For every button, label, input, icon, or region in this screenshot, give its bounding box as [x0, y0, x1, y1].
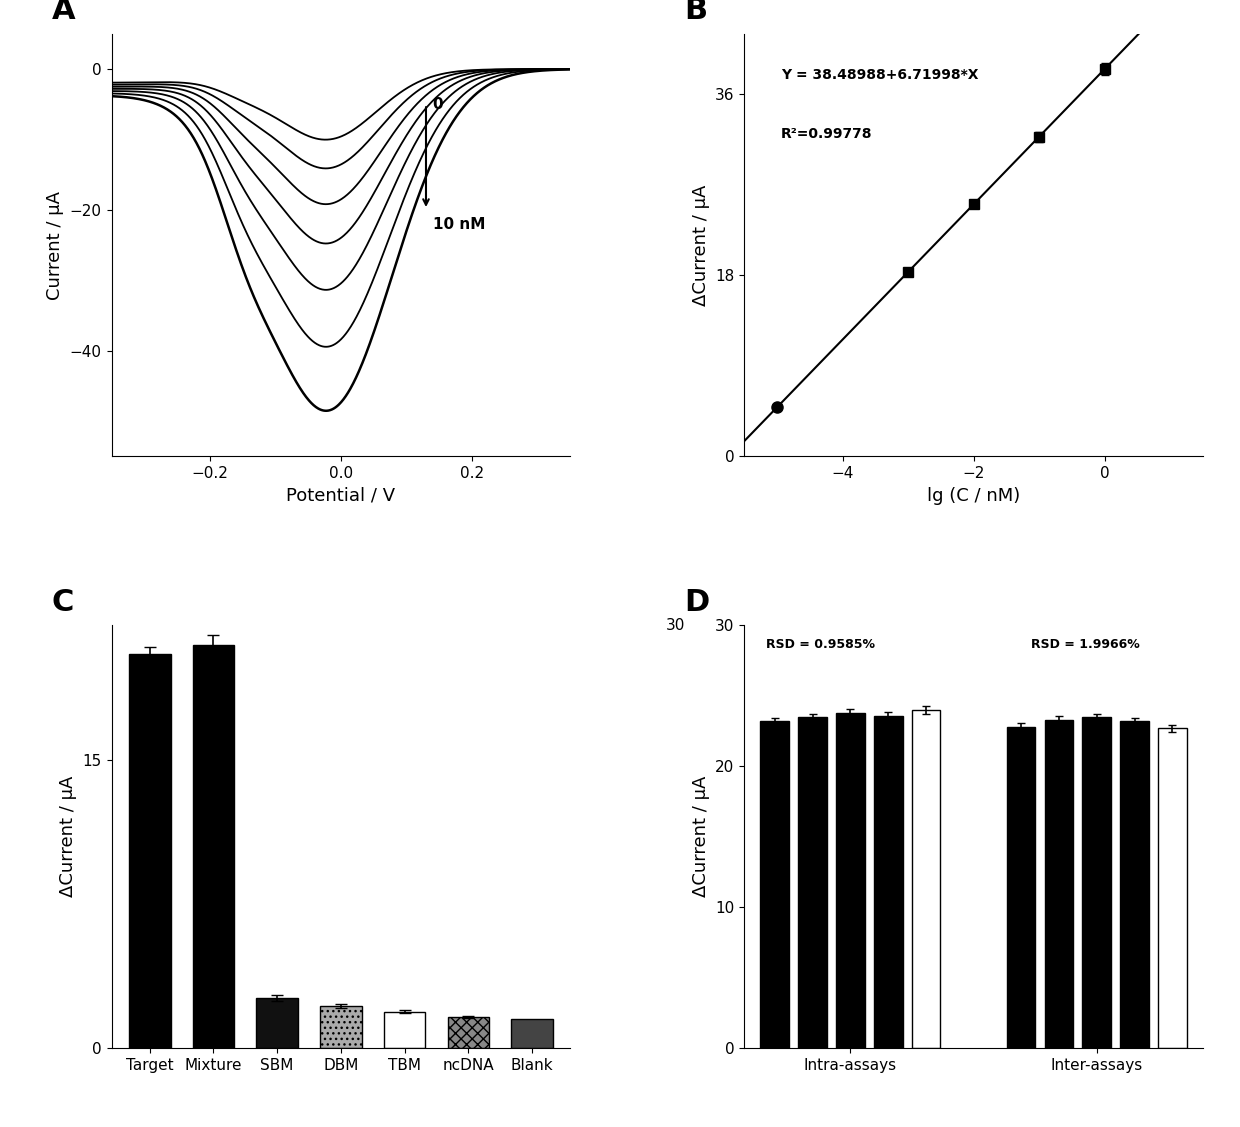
- Bar: [911, 710, 940, 1048]
- Y-axis label: ΔCurrent / μA: ΔCurrent / μA: [60, 777, 77, 897]
- Text: A: A: [52, 0, 76, 26]
- Y-axis label: Current / μA: Current / μA: [46, 190, 64, 300]
- Bar: [799, 717, 827, 1048]
- Bar: [129, 655, 171, 1048]
- Y-axis label: ΔCurrent / μA: ΔCurrent / μA: [692, 185, 709, 305]
- Bar: [448, 1018, 489, 1048]
- Y-axis label: ΔCurrent / μA: ΔCurrent / μA: [692, 777, 709, 897]
- Bar: [1007, 727, 1035, 1048]
- Text: 10 nM: 10 nM: [433, 216, 485, 232]
- Text: 0: 0: [433, 97, 443, 113]
- Bar: [192, 645, 234, 1048]
- Text: 30: 30: [666, 618, 684, 633]
- Text: RSD = 0.9585%: RSD = 0.9585%: [765, 638, 874, 651]
- Bar: [384, 1012, 425, 1048]
- Bar: [1083, 717, 1111, 1048]
- X-axis label: Potential / V: Potential / V: [286, 487, 396, 505]
- Bar: [320, 1006, 362, 1048]
- Bar: [874, 716, 903, 1048]
- Bar: [1158, 728, 1187, 1048]
- Text: Y = 38.48988+6.71998*X: Y = 38.48988+6.71998*X: [781, 68, 978, 81]
- Text: R²=0.99778: R²=0.99778: [781, 126, 873, 141]
- Text: C: C: [52, 588, 74, 618]
- Text: B: B: [684, 0, 708, 26]
- X-axis label: lg (C / nM): lg (C / nM): [928, 487, 1021, 505]
- Bar: [257, 999, 298, 1048]
- Bar: [1121, 721, 1148, 1048]
- Bar: [836, 713, 864, 1048]
- Text: RSD = 1.9966%: RSD = 1.9966%: [1030, 638, 1140, 651]
- Bar: [1044, 720, 1073, 1048]
- Bar: [511, 1019, 553, 1048]
- Text: D: D: [684, 588, 711, 618]
- Bar: [760, 721, 789, 1048]
